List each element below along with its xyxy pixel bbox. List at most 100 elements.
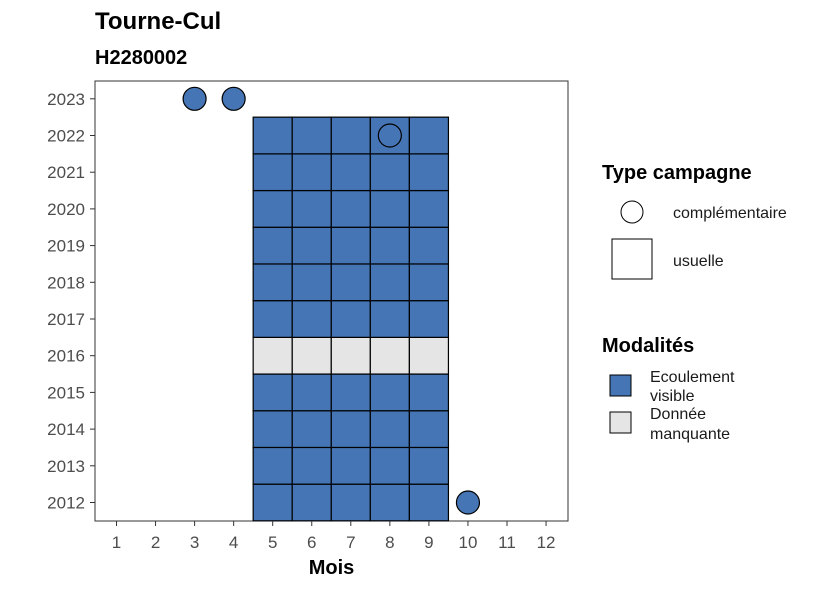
tile-2018-m5 — [252, 263, 293, 302]
legend-label-donnee-line1: Donnée — [650, 406, 706, 423]
tile-2012-m9 — [408, 483, 450, 522]
tile-2015-m5 — [252, 373, 293, 412]
tile-2013-m7 — [330, 446, 371, 485]
legend-circle-symbol — [620, 200, 644, 224]
chart-subtitle: H2280002 — [95, 47, 187, 69]
tile-2020-m7 — [330, 189, 371, 228]
x-tick-label-5: 5 — [268, 533, 277, 552]
tile-2012-m5 — [252, 483, 293, 522]
tile-2019-m7 — [330, 226, 371, 265]
legend-campaign-type: Type campagne complémentaire usuelle — [602, 162, 787, 280]
x-tick-label-6: 6 — [307, 533, 316, 552]
tile-2021-m8 — [369, 153, 410, 192]
tile-2016-m9 — [408, 336, 450, 375]
y-tick-label-2016: 2016 — [47, 347, 85, 366]
y-tick-label-2015: 2015 — [47, 383, 85, 402]
legend-modalites-title: Modalités — [602, 335, 694, 357]
x-tick-label-11: 11 — [498, 533, 516, 552]
legend-label-donnee-line2: manquante — [650, 426, 730, 443]
x-tick-label-8: 8 — [385, 533, 394, 552]
point-2023-m3 — [182, 86, 207, 111]
y-tick-label-2012: 2012 — [47, 494, 85, 513]
y-tick-label-2014: 2014 — [47, 420, 85, 439]
y-tick-label-2013: 2013 — [47, 457, 85, 476]
y-tick-label-2022: 2022 — [47, 127, 85, 146]
tile-2014-m6 — [291, 410, 332, 449]
tile-2013-m8 — [369, 446, 410, 485]
tile-2015-m9 — [408, 373, 450, 412]
tile-2021-m6 — [291, 153, 332, 192]
tile-2018-m7 — [330, 263, 371, 302]
tile-2018-m6 — [291, 263, 332, 302]
tile-2018-m8 — [369, 263, 410, 302]
y-tick-label-2021: 2021 — [47, 163, 85, 182]
tile-2014-m5 — [252, 410, 293, 449]
tile-2013-m9 — [408, 446, 450, 485]
tile-2019-m9 — [408, 226, 450, 265]
tile-2022-m5 — [252, 116, 293, 155]
legend-label-complementaire: complémentaire — [673, 205, 787, 222]
legend-label-usuelle: usuelle — [673, 253, 724, 270]
tile-2016-m8 — [369, 336, 410, 375]
tile-2016-m5 — [252, 336, 293, 375]
tile-2019-m5 — [252, 226, 293, 265]
tile-2022-m9 — [408, 116, 450, 155]
y-tick-label-2019: 2019 — [47, 237, 85, 256]
legend-modalites: Modalités Ecoulement visible Donnée manq… — [602, 335, 735, 443]
tile-2012-m8 — [369, 483, 410, 522]
tile-2015-m7 — [330, 373, 371, 412]
x-tick-label-7: 7 — [346, 533, 355, 552]
x-tick-label-12: 12 — [537, 533, 556, 552]
tile-2014-m7 — [330, 410, 371, 449]
x-tick-label-4: 4 — [229, 533, 238, 552]
tile-2021-m9 — [408, 153, 450, 192]
tile-2012-m7 — [330, 483, 371, 522]
tile-2017-m5 — [252, 300, 293, 338]
tile-2020-m8 — [369, 189, 410, 228]
legend-square-symbol — [611, 238, 653, 280]
legend-swatch-ecoulement — [609, 374, 632, 397]
legend-label-ecoulement-line1: Ecoulement — [650, 369, 735, 386]
x-tick-label-10: 10 — [458, 533, 477, 552]
point-2023-m4 — [221, 86, 246, 111]
tile-2017-m9 — [408, 300, 450, 338]
tile-2019-m6 — [291, 226, 332, 265]
tile-2020-m9 — [408, 189, 450, 228]
tile-2012-m6 — [291, 483, 332, 522]
tile-2013-m5 — [252, 446, 293, 485]
x-axis: 1 2 3 4 5 6 7 8 9 10 11 12 — [112, 521, 556, 552]
legend-campaign-title: Type campagne — [602, 162, 752, 184]
tile-2014-m8 — [369, 410, 410, 449]
tile-2021-m7 — [330, 153, 371, 192]
y-tick-label-2018: 2018 — [47, 273, 85, 292]
tile-2017-m7 — [330, 300, 371, 338]
tiles-layer — [252, 116, 450, 522]
legend-swatch-donnee-manquante — [609, 411, 632, 434]
x-tick-label-2: 2 — [151, 533, 160, 552]
y-tick-label-2020: 2020 — [47, 200, 85, 219]
tile-2019-m8 — [369, 226, 410, 265]
tile-2022-m6 — [291, 116, 332, 155]
points-layer — [182, 86, 481, 515]
y-tick-label-2023: 2023 — [47, 90, 85, 109]
y-axis: 2012 2013 2014 2015 2016 2017 2018 2019 2020 2021… — [47, 90, 95, 513]
tile-2015-m6 — [291, 373, 332, 412]
y-tick-label-2017: 2017 — [47, 310, 85, 329]
tile-2016-m7 — [330, 336, 371, 375]
tile-2018-m9 — [408, 263, 450, 302]
tile-2017-m8 — [369, 300, 410, 338]
chart-title: Tourne-Cul — [95, 8, 221, 35]
tile-2015-m8 — [369, 373, 410, 412]
tile-2021-m5 — [252, 153, 293, 192]
tile-2020-m6 — [291, 189, 332, 228]
tile-2013-m6 — [291, 446, 332, 485]
tile-2022-m7 — [330, 116, 371, 155]
tile-2014-m9 — [408, 410, 450, 449]
tile-2020-m5 — [252, 189, 293, 228]
x-tick-label-9: 9 — [424, 533, 433, 552]
tile-2017-m6 — [291, 300, 332, 338]
x-tick-label-3: 3 — [190, 533, 199, 552]
x-tick-label-1: 1 — [112, 533, 121, 552]
x-axis-title: Mois — [309, 557, 355, 579]
